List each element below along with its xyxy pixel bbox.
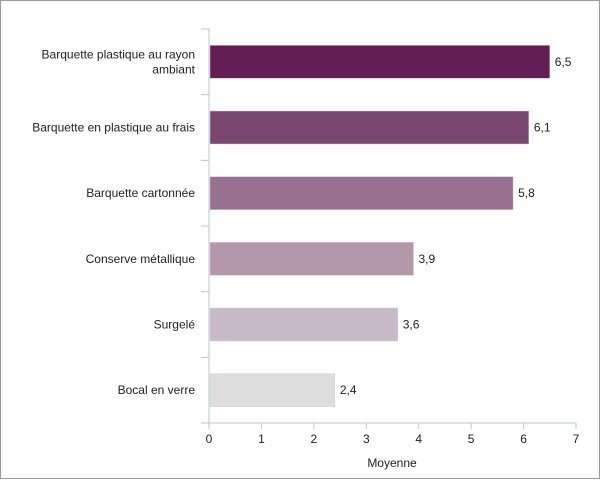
category-label: Barquette plastique au rayon ambiant: [42, 47, 196, 76]
category-label: Bocal en verre: [118, 383, 196, 397]
bar: [209, 307, 398, 342]
bar-value-label: 6,5: [555, 55, 572, 69]
category-label: Barquette cartonnée: [86, 186, 195, 200]
bars: [209, 45, 551, 407]
category-label: Surgelé: [154, 318, 196, 332]
bar-value-label: 3,9: [418, 252, 435, 266]
x-tick-label: 5: [468, 432, 475, 446]
bar: [209, 176, 514, 210]
x-tick-label: 0: [206, 432, 213, 446]
bar: [209, 242, 414, 276]
bar-value-label: 2,4: [340, 383, 357, 397]
bar: [209, 45, 551, 79]
bar-value-label: 3,6: [403, 318, 420, 332]
x-tick-label: 4: [415, 432, 422, 446]
bar: [209, 373, 336, 407]
x-tick-label: 7: [573, 432, 580, 446]
x-tick-label: 6: [520, 432, 527, 446]
x-axis-title: Moyenne: [367, 456, 417, 470]
bar-value-label: 6,1: [534, 121, 551, 135]
bar: [209, 110, 530, 145]
category-label: Barquette en plastique au frais: [32, 121, 195, 135]
x-tick-label: 3: [363, 432, 370, 446]
x-tick-label: 1: [258, 432, 265, 446]
x-tick-label: 2: [311, 432, 318, 446]
category-label: Conserve métallique: [86, 252, 196, 266]
axes: 0 1 2 3 4 5 6 7: [201, 28, 580, 446]
bar-value-label: 5,8: [518, 186, 535, 200]
labels: 6,5 Barquette plastique au rayon ambiant 6,…: [32, 47, 572, 397]
